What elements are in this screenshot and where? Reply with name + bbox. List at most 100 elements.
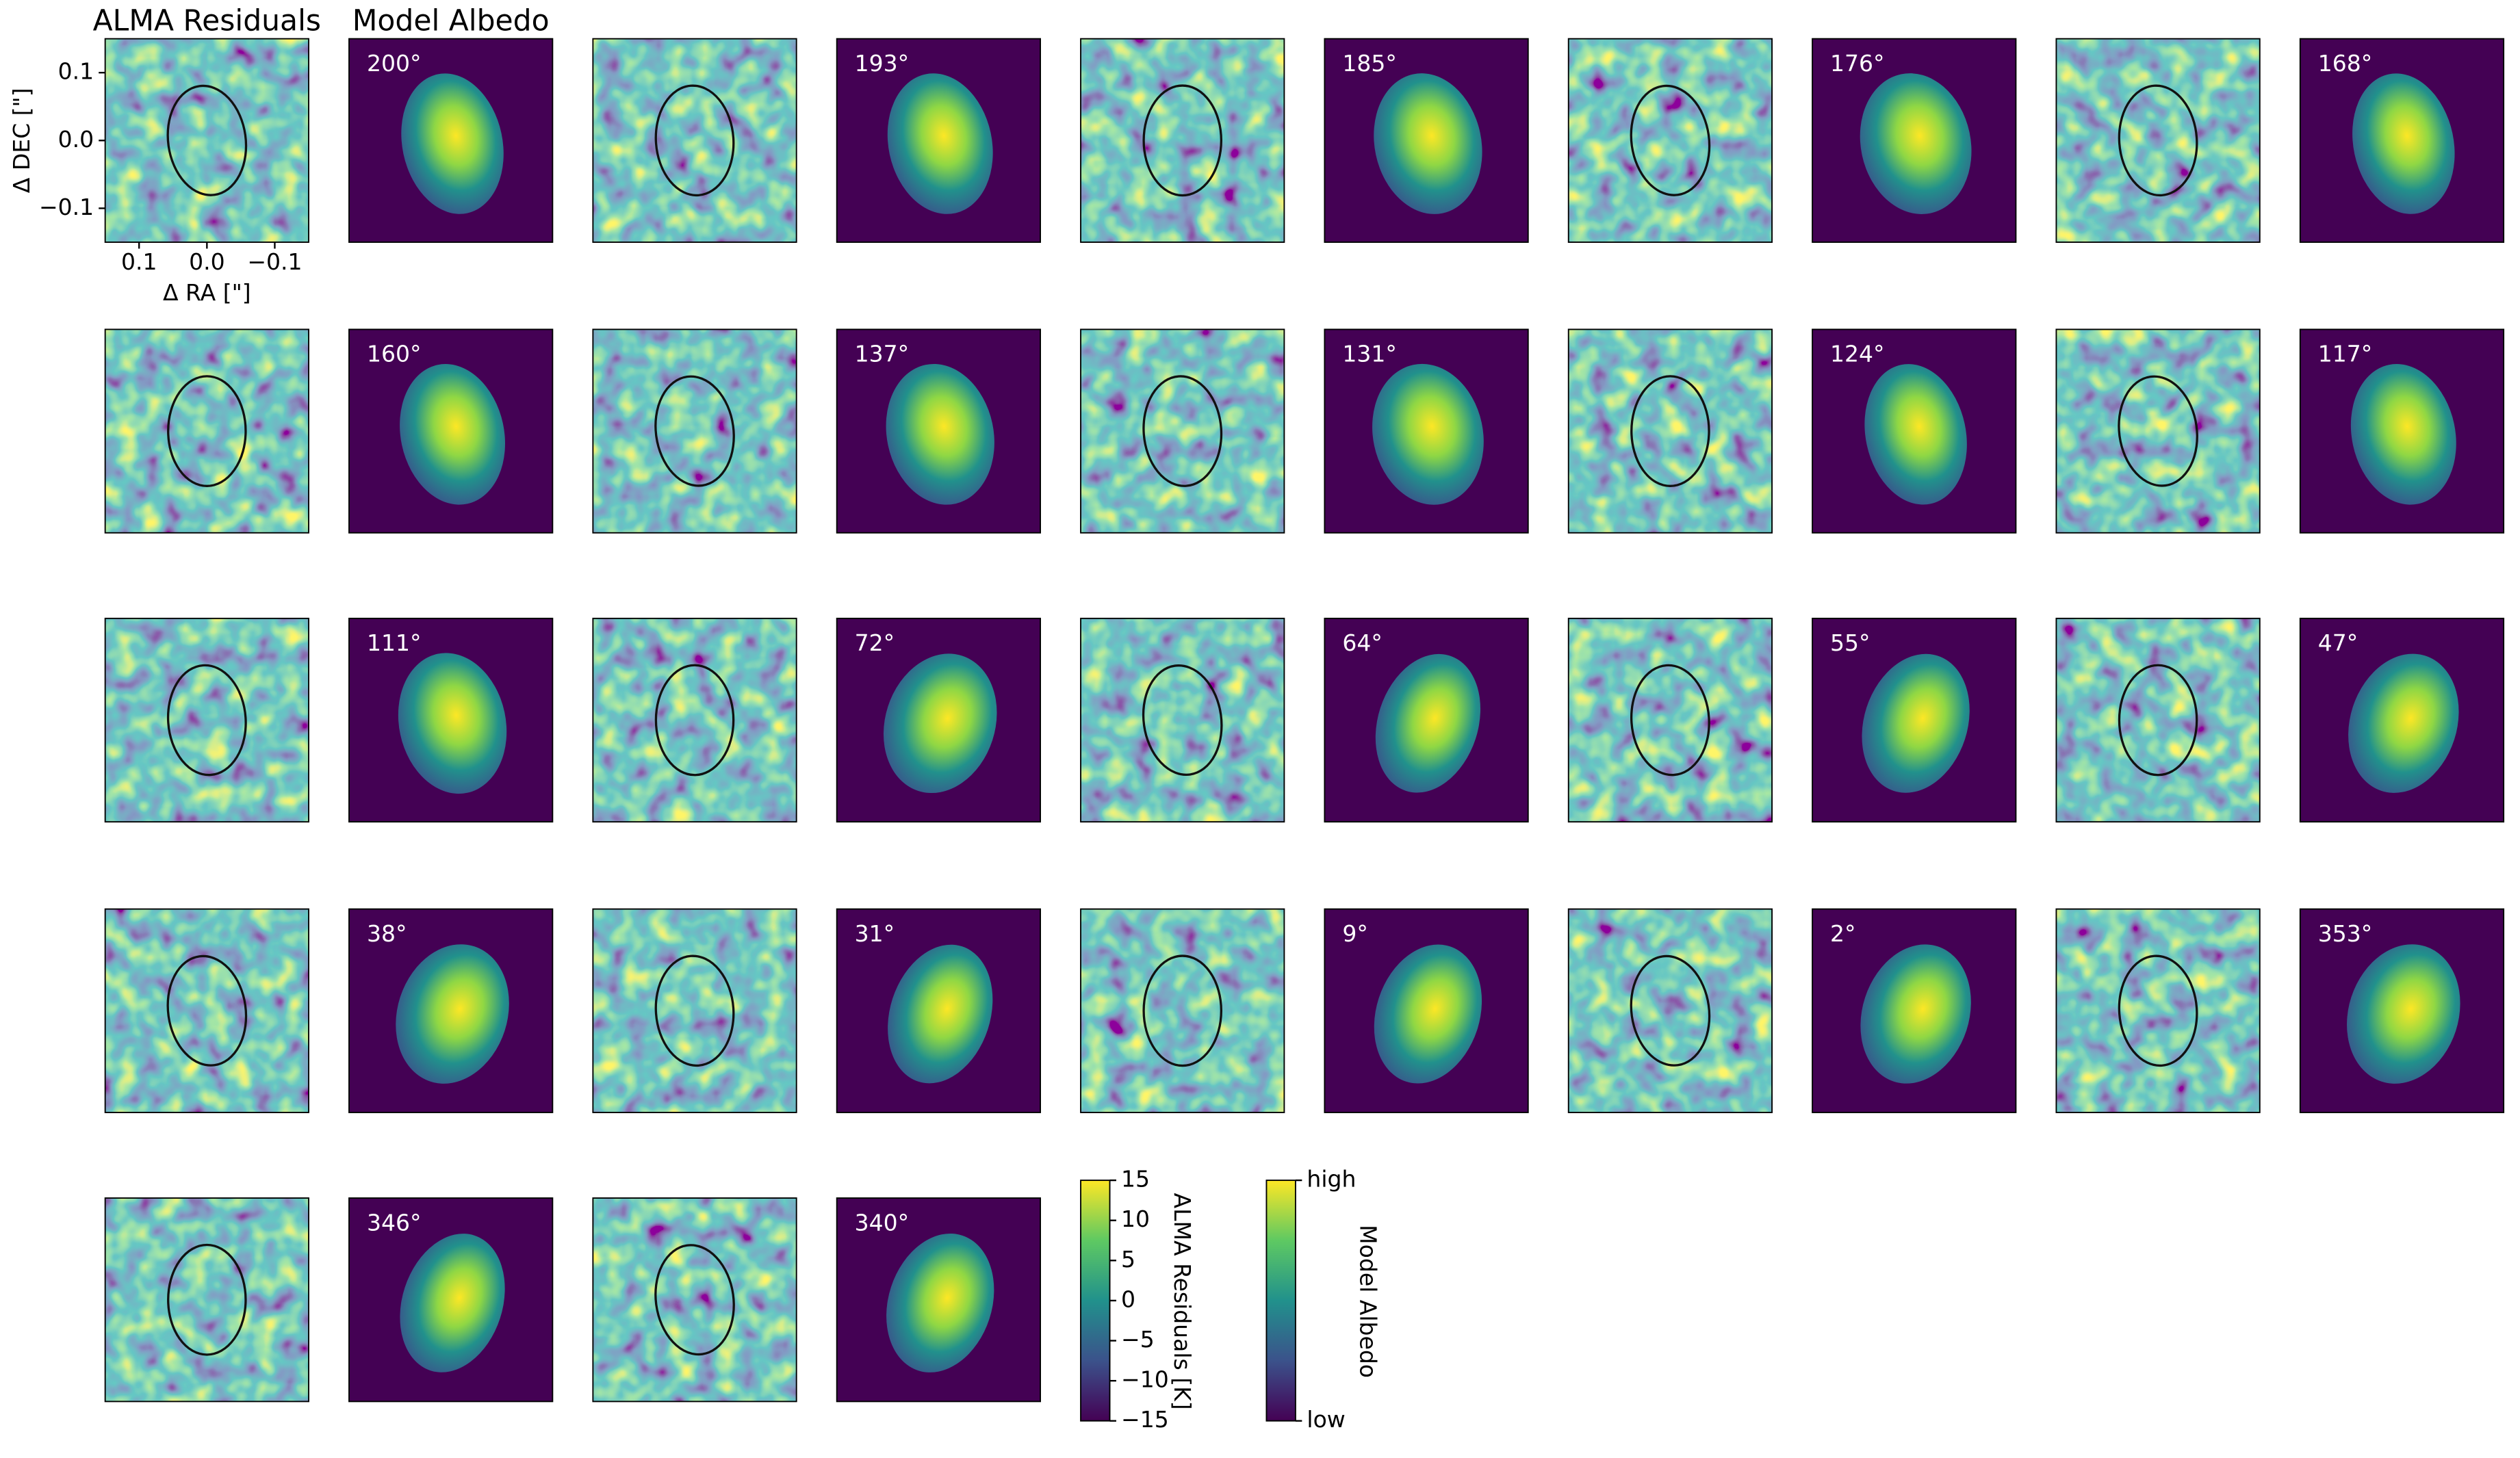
shape-contour (654, 664, 735, 777)
panel-frame (1080, 328, 1285, 534)
panel-frame (592, 908, 797, 1113)
colorbar (1080, 1180, 1111, 1422)
residual-panel (592, 38, 797, 243)
residual-image (2056, 329, 2260, 533)
panel-frame (836, 1197, 1041, 1403)
panel-frame (104, 617, 309, 823)
panel-frame (1567, 908, 1773, 1113)
model-panel (836, 617, 1041, 823)
albedo-high-label: high (1307, 1166, 1356, 1193)
residual-panel (592, 1197, 797, 1403)
panel-frame (1567, 38, 1773, 243)
panel-frame (592, 1197, 797, 1403)
model-albedo (883, 653, 997, 794)
angle-label: 346° (367, 1209, 422, 1236)
panel-frame (1812, 908, 2017, 1113)
panel-frame (1324, 38, 1529, 243)
angle-label: 137° (855, 341, 910, 367)
panel-frame (348, 38, 554, 243)
model-panel (348, 1197, 554, 1403)
model-albedo (400, 1234, 505, 1372)
colorbar-tick-label: −5 (1121, 1326, 1155, 1353)
shape-contour (166, 84, 248, 196)
panel-frame (104, 908, 309, 1113)
angle-label: 176° (1830, 50, 1885, 77)
panel-frame (348, 328, 554, 534)
residual-image (1081, 329, 1285, 533)
model-panel (2299, 38, 2505, 243)
colorbar-label: ALMA Residuals [K] (1169, 1193, 1196, 1410)
residual-image (1568, 38, 1773, 242)
angle-label: 117° (2318, 341, 2373, 367)
shape-contour (654, 84, 735, 197)
colorbar-tick-label: −15 (1121, 1406, 1169, 1433)
model-panel (1324, 328, 1529, 534)
model-albedo (2352, 73, 2455, 214)
residual-image (2056, 618, 2260, 822)
y-tick-label: −0.1 (39, 194, 94, 220)
model-panel (836, 908, 1041, 1113)
panel-frame (836, 908, 1041, 1113)
residual-panel (104, 908, 309, 1113)
residual-image (105, 618, 309, 822)
angle-label: 131° (1342, 341, 1397, 367)
model-panel (348, 617, 554, 823)
model-albedo (1374, 73, 1482, 214)
model-panel (1812, 328, 2017, 534)
residual-image (105, 329, 309, 533)
column-title: ALMA Residuals (93, 5, 321, 38)
column-title: Model Albedo (352, 5, 550, 38)
residual-image (1081, 618, 1285, 822)
shape-contour (167, 375, 247, 487)
colorbar-tick-label: −10 (1121, 1366, 1169, 1393)
panel-frame (2299, 38, 2505, 243)
residual-image (105, 38, 309, 242)
angle-label: 2° (1830, 920, 1856, 947)
panel-frame (348, 908, 554, 1113)
panel-frame (2055, 617, 2261, 823)
angle-label: 353° (2318, 920, 2373, 947)
residual-panel (1567, 38, 1773, 243)
model-panel (1324, 617, 1529, 823)
residual-image (2056, 909, 2260, 1112)
y-axis-label: Δ DEC ["] (8, 88, 35, 193)
residual-panel (1080, 908, 1285, 1113)
model-albedo (1864, 364, 1967, 505)
residual-image (593, 909, 797, 1112)
shape-contour (1630, 954, 1711, 1067)
shape-contour (1142, 84, 1223, 197)
model-albedo (401, 73, 504, 214)
residual-image (105, 1198, 309, 1402)
model-panel (836, 328, 1041, 534)
panel-frame (2299, 617, 2505, 823)
shape-contour (1630, 664, 1710, 777)
x-tick-label: −0.1 (247, 248, 302, 275)
angle-label: 193° (855, 50, 910, 77)
albedo-colorbar-label: Model Albedo (1354, 1225, 1381, 1378)
model-panel (1812, 908, 2017, 1113)
residual-panel (592, 617, 797, 823)
shape-contour (1142, 375, 1223, 487)
residual-image (593, 38, 797, 242)
panel-frame (104, 1197, 309, 1403)
residual-panel (592, 908, 797, 1113)
model-albedo (400, 364, 506, 505)
panel-frame (1324, 908, 1529, 1113)
panel-frame (1567, 328, 1773, 534)
panel-frame (1812, 38, 2017, 243)
residual-panel (1567, 328, 1773, 534)
colorbar-tick-label: 5 (1121, 1246, 1135, 1273)
model-panel (836, 1197, 1041, 1403)
colorbar-tick-label: 15 (1121, 1166, 1150, 1193)
angle-label: 72° (855, 629, 895, 656)
angle-label: 200° (367, 50, 422, 77)
panel-frame (1080, 617, 1285, 823)
residual-panel (2055, 617, 2261, 823)
panel-frame (592, 617, 797, 823)
y-tick-label: 0.0 (58, 126, 94, 153)
model-albedo (1860, 944, 1971, 1084)
x-tick-label: 0.0 (189, 248, 225, 275)
shape-contour (2118, 375, 2198, 487)
angle-label: 340° (855, 1209, 910, 1236)
